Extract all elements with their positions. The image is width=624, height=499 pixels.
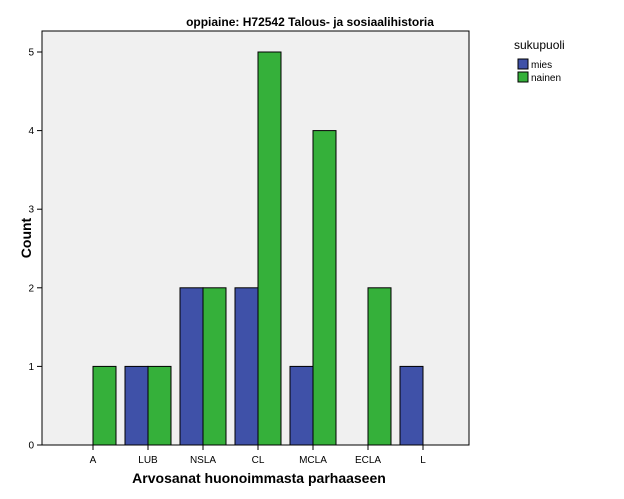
x-tick-label: LUB xyxy=(138,455,158,466)
y-axis: 0 1 2 3 4 5 xyxy=(28,48,42,452)
y-tick-label: 4 xyxy=(28,126,34,137)
bar-nainen xyxy=(92,365,117,446)
y-tick-label: 3 xyxy=(28,205,34,216)
legend-swatch-nainen xyxy=(517,71,529,83)
x-axis: A LUB NSLA CL MCLA ECLA L xyxy=(90,445,426,466)
bar-nainen xyxy=(257,51,282,446)
y-tick-label: 5 xyxy=(28,48,34,59)
bar-nainen xyxy=(367,287,392,446)
x-tick-label: MCLA xyxy=(299,455,327,466)
legend-title: sukupuoli xyxy=(514,38,565,52)
y-tick-label: 2 xyxy=(28,283,34,294)
y-tick-label: 0 xyxy=(28,441,34,452)
bar-mies xyxy=(179,287,204,446)
bar-mies xyxy=(234,287,259,446)
bar-nainen xyxy=(147,365,172,446)
bars xyxy=(92,51,424,446)
x-tick-label: CL xyxy=(252,455,265,466)
chart-title: oppiaine: H72542 Talous- ja sosiaalihist… xyxy=(186,15,434,29)
y-axis-label: Count xyxy=(18,217,34,258)
legend-swatch-mies xyxy=(517,58,529,70)
legend-label-nainen: nainen xyxy=(531,73,561,84)
x-tick-label: ECLA xyxy=(355,455,381,466)
bar-nainen xyxy=(312,130,337,446)
legend: sukupuoli mies nainen xyxy=(514,38,565,84)
bar-mies xyxy=(289,365,314,446)
x-axis-label: Arvosanat huonoimmasta parhaaseen xyxy=(132,470,386,486)
bar-nainen xyxy=(202,287,227,446)
y-tick-label: 1 xyxy=(28,362,34,373)
x-tick-label: L xyxy=(420,455,426,466)
bar-mies xyxy=(124,365,149,446)
x-tick-label: NSLA xyxy=(190,455,216,466)
x-tick-label: A xyxy=(90,455,97,466)
bar-mies xyxy=(399,365,424,446)
legend-label-mies: mies xyxy=(531,60,552,71)
